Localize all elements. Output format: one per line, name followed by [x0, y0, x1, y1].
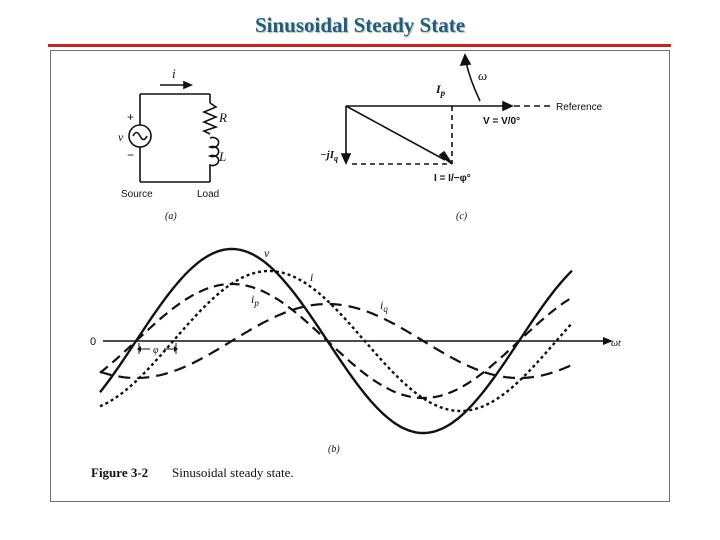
- figure-number: Figure 3-2: [91, 465, 148, 480]
- waveform-plot: [99, 247, 613, 435]
- time-axis-arrowhead-icon: [603, 337, 613, 345]
- current-wave-label: i: [310, 270, 313, 284]
- ip-phasor-label-sub: p: [440, 88, 446, 98]
- jiq-phasor-label-sub: q: [334, 154, 338, 163]
- circuit-plus-label: +: [127, 110, 134, 124]
- jiq-phasor-label: −jIq: [320, 149, 338, 163]
- ip-phasor-label-main: I: [435, 82, 442, 96]
- v-phasor-label: V = V/0°: [483, 116, 520, 127]
- in-phase-current-label: ip: [251, 292, 259, 308]
- current-wave: [99, 269, 573, 413]
- i-phasor-arrowhead-icon: [438, 150, 453, 165]
- title-divider: [48, 44, 671, 47]
- circuit-current-label: i: [172, 66, 176, 81]
- jiq-phasor-label-main: −jI: [320, 149, 335, 161]
- ip-phasor-arrowhead-icon: [502, 100, 514, 112]
- phi-arrow-left-icon: [137, 346, 141, 352]
- phasor-diagram: [340, 53, 553, 165]
- i-phasor-line: [345, 105, 446, 161]
- phi-arrow-right-icon: [174, 346, 178, 352]
- voltage-wave: [99, 247, 573, 435]
- resistor-label: R: [218, 110, 227, 125]
- slide-title: Sinusoidal Steady State: [254, 13, 466, 37]
- quadrature-current-label-main: i: [380, 298, 383, 312]
- ac-source-icon: [128, 124, 152, 148]
- waveform-zero-label: 0: [90, 336, 96, 348]
- panel-a-label: (a): [165, 211, 177, 222]
- reference-label: Reference: [556, 102, 603, 113]
- circuit-diagram: [128, 80, 220, 183]
- ip-phasor-label: Ip: [435, 82, 446, 98]
- ac-wave-symbol: [132, 131, 148, 141]
- resistor-icon: [201, 102, 219, 135]
- quadrature-current-label-sub: q: [383, 304, 388, 314]
- omega-arrowhead-icon: [459, 53, 472, 66]
- panel-c-label: (c): [456, 211, 468, 222]
- figure-caption: Sinusoidal steady state.: [172, 465, 294, 480]
- waveform-axis-label: ωt: [611, 338, 621, 349]
- in-phase-current-wave: [99, 282, 573, 400]
- phi-label: φ: [153, 345, 159, 356]
- quadrature-current-wave: [99, 302, 573, 380]
- current-arrowhead-icon: [183, 80, 194, 90]
- quadrature-current-label: iq: [380, 298, 388, 314]
- inductor-icon: [207, 136, 220, 172]
- omega-label: ω: [478, 68, 487, 83]
- panel-b-label: (b): [328, 444, 340, 455]
- jiq-phasor-arrowhead-icon: [340, 153, 352, 165]
- source-label: Source: [121, 189, 153, 200]
- i-phasor-label: I = I/−φ°: [434, 173, 471, 184]
- voltage-wave-label: v: [264, 246, 270, 260]
- in-phase-current-label-main: i: [251, 292, 254, 306]
- circuit-minus-label: −: [127, 148, 134, 162]
- load-label: Load: [197, 189, 219, 200]
- circuit-voltage-label: v: [118, 130, 124, 144]
- in-phase-current-label-sub: p: [253, 298, 259, 308]
- inductor-label: L: [218, 149, 226, 164]
